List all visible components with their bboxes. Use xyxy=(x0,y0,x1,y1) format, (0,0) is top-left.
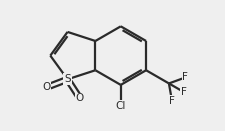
Text: F: F xyxy=(182,72,187,82)
Text: F: F xyxy=(168,96,174,106)
Text: O: O xyxy=(76,93,84,103)
Text: F: F xyxy=(180,87,186,97)
Text: O: O xyxy=(42,83,50,92)
Text: S: S xyxy=(64,74,71,84)
Text: Cl: Cl xyxy=(115,101,125,111)
